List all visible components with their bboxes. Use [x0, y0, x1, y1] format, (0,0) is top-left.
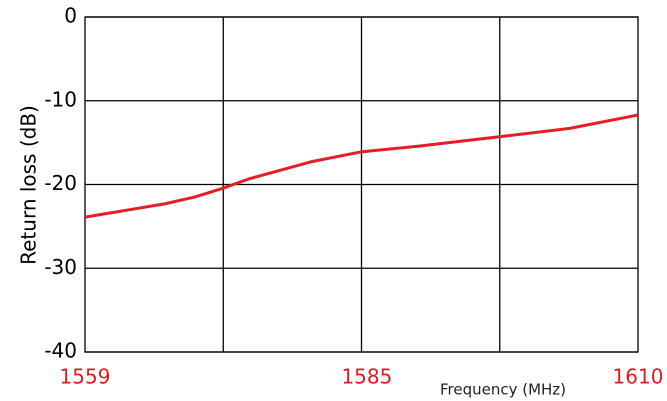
y-tick-label: -10: [44, 87, 77, 111]
x-tick-label: 1610: [613, 365, 664, 389]
y-tick-label: 0: [64, 4, 77, 28]
y-tick-label: -20: [44, 171, 77, 195]
x-tick-label: 1585: [341, 365, 392, 389]
y-tick-label: -30: [44, 255, 77, 279]
y-axis-label: Return loss (dB): [17, 105, 41, 265]
x-axis-label: Frequency (MHz): [440, 381, 566, 399]
plot-frame: [84, 16, 639, 353]
y-tick-label: -40: [44, 339, 77, 363]
x-tick-label: 1559: [60, 365, 111, 389]
line-series: [84, 113, 639, 219]
